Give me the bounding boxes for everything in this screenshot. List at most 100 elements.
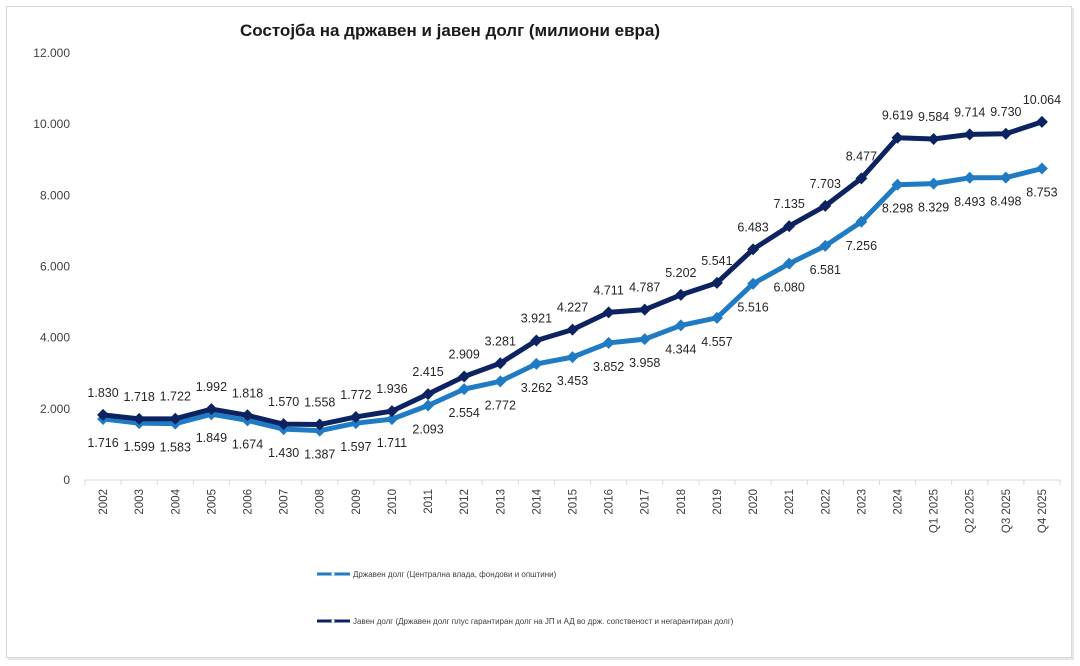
chart-title: Состојба на државен и јавен долг (милион… bbox=[240, 21, 660, 40]
state-debt-marker bbox=[1035, 162, 1048, 175]
public-debt-label: 1.718 bbox=[124, 390, 155, 404]
public-debt-label: 7.703 bbox=[810, 177, 841, 191]
legend-label: Државен долг (Централна влада, фондови и… bbox=[353, 570, 557, 579]
state-debt-label: 7.256 bbox=[846, 239, 877, 253]
public-debt-label: 2.415 bbox=[412, 365, 443, 379]
legend-label: Јавен долг (Државен долг плус гарантиран… bbox=[353, 617, 734, 626]
x-tick-label: 2022 bbox=[820, 489, 832, 515]
public-debt-marker bbox=[927, 132, 940, 145]
x-tick-label: 2008 bbox=[315, 489, 327, 515]
state-debt-marker bbox=[927, 177, 940, 190]
state-debt-marker bbox=[313, 424, 326, 437]
public-debt-label: 1.830 bbox=[87, 386, 118, 400]
public-debt-label: 1.558 bbox=[304, 396, 335, 410]
public-debt-marker bbox=[530, 334, 543, 347]
state-debt-label: 3.852 bbox=[593, 360, 624, 374]
x-tick-label: 2012 bbox=[459, 489, 471, 515]
state-debt-marker bbox=[747, 277, 760, 290]
public-debt-marker bbox=[999, 127, 1012, 140]
state-debt-label: 3.262 bbox=[521, 381, 552, 395]
x-tick-label: 2016 bbox=[604, 489, 616, 515]
x-tick-label: 2015 bbox=[568, 489, 580, 515]
public-debt-label: 7.135 bbox=[774, 197, 805, 211]
state-debt-marker bbox=[422, 399, 435, 412]
x-tick-label: 2010 bbox=[387, 489, 399, 515]
y-tick-label: 8.000 bbox=[40, 188, 70, 202]
public-debt-label: 1.936 bbox=[376, 382, 407, 396]
state-debt-marker bbox=[855, 215, 868, 228]
state-debt-marker bbox=[638, 333, 651, 346]
y-tick-label: 0 bbox=[63, 473, 70, 487]
state-debt-label: 1.597 bbox=[340, 440, 371, 454]
public-debt-marker bbox=[133, 412, 146, 425]
public-debt-label: 1.570 bbox=[268, 395, 299, 409]
x-tick-label: Q3 2025 bbox=[1001, 489, 1013, 533]
x-tick-label: 2023 bbox=[856, 489, 868, 515]
state-debt-marker bbox=[530, 357, 543, 370]
public-debt-marker bbox=[458, 370, 471, 383]
state-debt-label: 1.849 bbox=[196, 431, 227, 445]
x-tick-label: 2003 bbox=[134, 489, 146, 515]
x-tick-label: Q4 2025 bbox=[1037, 489, 1049, 533]
state-debt-label: 8.329 bbox=[918, 201, 949, 215]
state-debt-label: 8.753 bbox=[1026, 186, 1057, 200]
state-debt-label: 8.298 bbox=[882, 202, 913, 216]
x-tick-label: Q1 2025 bbox=[929, 489, 941, 533]
state-debt-label: 1.430 bbox=[268, 446, 299, 460]
legend-item-public-debt: Јавен долг (Државен долг плус гарантиран… bbox=[317, 617, 734, 626]
x-tick-label: 2024 bbox=[893, 488, 905, 514]
x-tick-label: 2019 bbox=[712, 489, 724, 515]
public-debt-marker bbox=[277, 418, 290, 431]
x-tick-label: 2018 bbox=[676, 489, 688, 515]
y-axis: 0 2.000 4.000 6.000 8.000 10.000 12.000 bbox=[33, 46, 70, 487]
legend-item-state-debt: Државен долг (Централна влада, фондови и… bbox=[317, 570, 557, 579]
state-debt-marker bbox=[710, 311, 723, 324]
public-debt-marker bbox=[349, 410, 362, 423]
public-debt-marker bbox=[855, 172, 868, 185]
public-debt-marker bbox=[241, 409, 254, 422]
public-debt-label: 3.281 bbox=[485, 334, 516, 348]
public-debt-marker bbox=[566, 323, 579, 336]
public-debt-marker bbox=[747, 243, 760, 256]
public-debt-label: 4.787 bbox=[629, 281, 660, 295]
y-tick-label: 4.000 bbox=[40, 331, 70, 345]
public-debt-marker bbox=[783, 220, 796, 233]
x-axis: 2002 2003 2004 2005 2006 2007 2008 2009 2010 2011… bbox=[84, 479, 1061, 533]
public-debt-label: 1.992 bbox=[196, 380, 227, 394]
public-debt-marker bbox=[602, 306, 615, 319]
y-tick-label: 2.000 bbox=[40, 402, 70, 416]
public-debt-label: 1.772 bbox=[340, 388, 371, 402]
public-debt-label: 4.711 bbox=[593, 283, 623, 297]
public-debt-marker bbox=[638, 303, 651, 316]
state-debt-label: 1.674 bbox=[232, 437, 263, 451]
x-tick-label: 2004 bbox=[170, 488, 182, 514]
state-debt-label: 3.453 bbox=[557, 374, 588, 388]
public-debt-label: 9.730 bbox=[990, 105, 1021, 119]
chart-frame bbox=[6, 6, 1072, 658]
public-debt-marker bbox=[97, 408, 110, 421]
x-tick-label: Q2 2025 bbox=[965, 489, 977, 533]
state-debt-label: 5.516 bbox=[737, 301, 768, 315]
state-debt-label: 6.581 bbox=[810, 263, 841, 277]
state-debt-label: 2.554 bbox=[449, 406, 480, 420]
legend: Државен долг (Централна влада, фондови и… bbox=[317, 570, 734, 626]
state-debt-label: 2.772 bbox=[485, 398, 516, 412]
state-debt-label: 1.711 bbox=[377, 436, 407, 450]
public-debt-label: 3.921 bbox=[521, 311, 552, 325]
state-debt-marker bbox=[385, 413, 398, 426]
x-tick-label: 2021 bbox=[784, 489, 796, 515]
public-debt-label: 8.477 bbox=[846, 149, 877, 163]
data-labels: 1.716 1.599 1.583 1.849 1.674 1.430 1.387 1.597… bbox=[87, 93, 1061, 462]
state-debt-label: 4.557 bbox=[701, 335, 732, 349]
public-debt-label: 1.818 bbox=[232, 386, 263, 400]
public-debt-label: 6.483 bbox=[737, 220, 768, 234]
public-debt-label: 9.714 bbox=[954, 105, 985, 119]
state-debt-marker bbox=[819, 239, 832, 252]
y-tick-label: 10.000 bbox=[33, 117, 70, 131]
state-debt-label: 2.093 bbox=[412, 423, 443, 437]
state-debt-label: 1.583 bbox=[160, 441, 191, 455]
state-debt-marker bbox=[891, 178, 904, 191]
series-group bbox=[97, 115, 1048, 437]
state-debt-marker bbox=[999, 171, 1012, 184]
